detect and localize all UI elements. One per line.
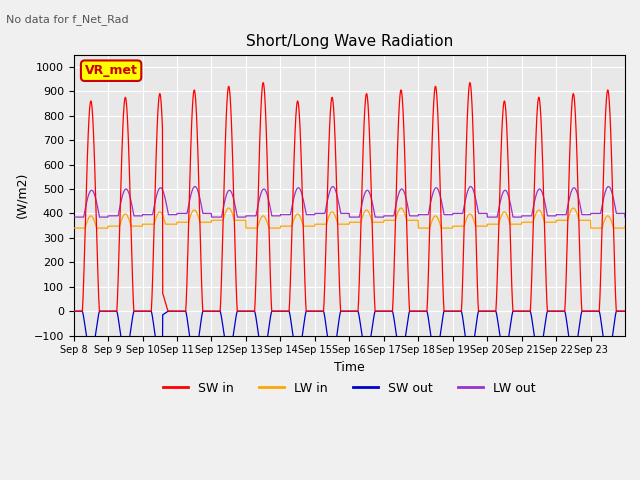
Text: VR_met: VR_met bbox=[84, 64, 138, 77]
Text: No data for f_Net_Rad: No data for f_Net_Rad bbox=[6, 14, 129, 25]
Legend: SW in, LW in, SW out, LW out: SW in, LW in, SW out, LW out bbox=[159, 377, 540, 400]
Title: Short/Long Wave Radiation: Short/Long Wave Radiation bbox=[246, 34, 453, 49]
X-axis label: Time: Time bbox=[334, 361, 365, 374]
Y-axis label: (W/m2): (W/m2) bbox=[15, 172, 28, 218]
